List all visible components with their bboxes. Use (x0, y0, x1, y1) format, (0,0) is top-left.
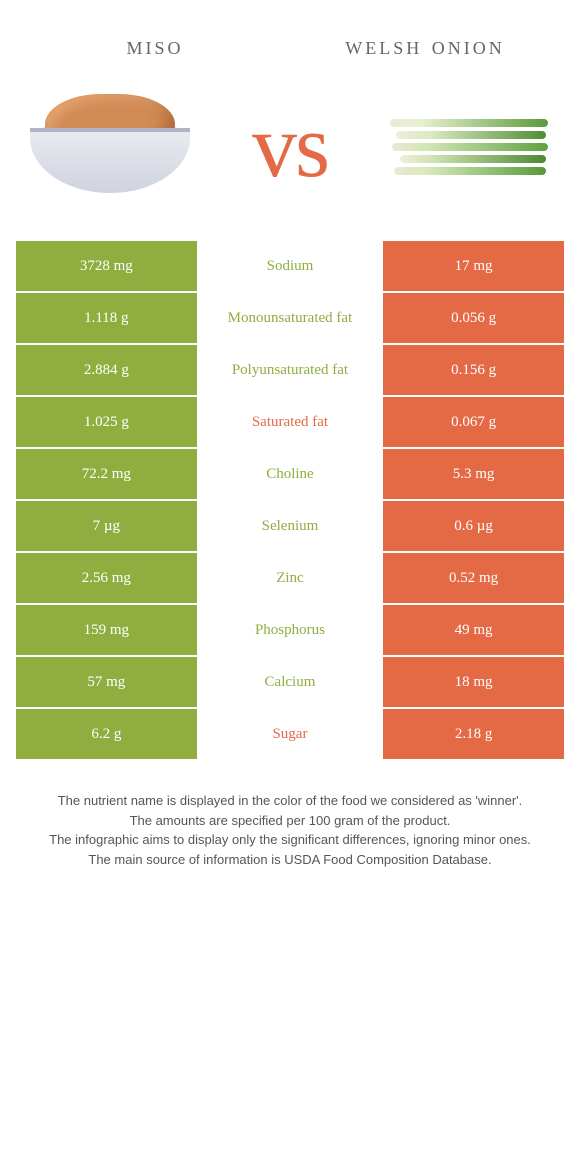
infographic-container: miso welsh onion vs 3728 mgSodium17 mg1.… (0, 0, 580, 909)
nutrient-label-cell: Saturated fat (199, 397, 382, 447)
left-value-cell: 1.025 g (16, 397, 199, 447)
right-food-image (380, 81, 560, 211)
right-value-cell: 0.067 g (381, 397, 564, 447)
nutrient-label-cell: Sugar (199, 709, 382, 759)
right-value-cell: 0.6 µg (381, 501, 564, 551)
miso-bowl-illustration (30, 91, 190, 201)
right-value-cell: 2.18 g (381, 709, 564, 759)
footnote-line: The amounts are specified per 100 gram o… (30, 811, 550, 831)
right-value-cell: 0.52 mg (381, 553, 564, 603)
right-value-cell: 49 mg (381, 605, 564, 655)
nutrient-label-cell: Sodium (199, 241, 382, 291)
right-value-cell: 0.156 g (381, 345, 564, 395)
table-row: 3728 mgSodium17 mg (16, 241, 564, 293)
left-value-cell: 1.118 g (16, 293, 199, 343)
table-row: 2.884 gPolyunsaturated fat0.156 g (16, 345, 564, 397)
welsh-onion-illustration (390, 101, 550, 191)
left-value-cell: 7 µg (16, 501, 199, 551)
nutrient-label-cell: Zinc (199, 553, 382, 603)
left-value-cell: 57 mg (16, 657, 199, 707)
footnote-line: The main source of information is USDA F… (30, 850, 550, 870)
nutrient-label-cell: Calcium (199, 657, 382, 707)
nutrient-label-cell: Monounsaturated fat (199, 293, 382, 343)
right-value-cell: 18 mg (381, 657, 564, 707)
table-row: 57 mgCalcium18 mg (16, 657, 564, 709)
nutrient-label-cell: Selenium (199, 501, 382, 551)
table-row: 159 mgPhosphorus49 mg (16, 605, 564, 657)
nutrient-label-cell: Polyunsaturated fat (199, 345, 382, 395)
table-row: 1.025 gSaturated fat0.067 g (16, 397, 564, 449)
footnote-line: The nutrient name is displayed in the co… (30, 791, 550, 811)
right-value-cell: 0.056 g (381, 293, 564, 343)
left-value-cell: 159 mg (16, 605, 199, 655)
nutrient-label-cell: Choline (199, 449, 382, 499)
nutrient-label-cell: Phosphorus (199, 605, 382, 655)
left-value-cell: 72.2 mg (16, 449, 199, 499)
table-row: 2.56 mgZinc0.52 mg (16, 553, 564, 605)
right-value-cell: 17 mg (381, 241, 564, 291)
footnotes: The nutrient name is displayed in the co… (0, 781, 580, 909)
table-row: 6.2 gSugar2.18 g (16, 709, 564, 761)
left-value-cell: 6.2 g (16, 709, 199, 759)
comparison-table: 3728 mgSodium17 mg1.118 gMonounsaturated… (0, 241, 580, 781)
table-row: 72.2 mgCholine5.3 mg (16, 449, 564, 501)
table-row: 1.118 gMonounsaturated fat0.056 g (16, 293, 564, 345)
footnote-line: The infographic aims to display only the… (30, 830, 550, 850)
left-food-image (20, 81, 200, 211)
images-row: vs (0, 71, 580, 241)
left-food-title: miso (47, 30, 263, 61)
left-value-cell: 2.56 mg (16, 553, 199, 603)
right-food-title: welsh onion (317, 30, 533, 61)
left-value-cell: 3728 mg (16, 241, 199, 291)
vs-label: vs (252, 95, 328, 198)
header-titles: miso welsh onion (0, 0, 580, 71)
right-value-cell: 5.3 mg (381, 449, 564, 499)
table-row: 7 µgSelenium0.6 µg (16, 501, 564, 553)
left-value-cell: 2.884 g (16, 345, 199, 395)
